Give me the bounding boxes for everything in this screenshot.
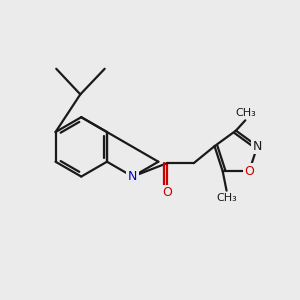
Text: N: N	[253, 140, 262, 153]
Text: O: O	[244, 165, 254, 178]
Text: O: O	[162, 186, 172, 199]
Text: CH₃: CH₃	[235, 107, 256, 118]
Text: N: N	[128, 170, 137, 183]
Text: CH₃: CH₃	[216, 194, 237, 203]
